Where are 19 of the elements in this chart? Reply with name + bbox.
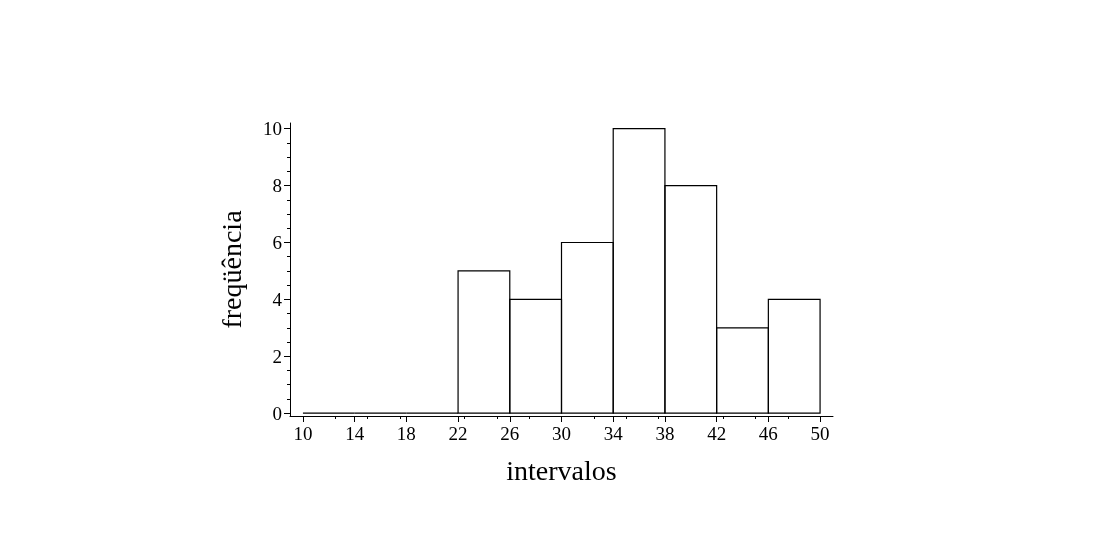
x-tick-label: 42: [707, 423, 727, 444]
x-tick-label: 30: [552, 423, 571, 444]
x-tick-label: 38: [655, 423, 675, 444]
x-tick-label: 46: [758, 423, 778, 444]
x-tick-label: 50: [810, 423, 830, 444]
x-tick-label: 26: [500, 423, 520, 444]
y-tick-label: 10: [263, 118, 282, 140]
y-tick-label: 4: [272, 288, 283, 310]
y-tick-label: 2: [272, 345, 282, 367]
y-axis-title: freqüência: [215, 209, 247, 329]
x-tick-label: 10: [293, 423, 313, 444]
y-tick-label: 8: [272, 175, 282, 197]
x-tick-label: 18: [396, 423, 416, 444]
x-tick-label: 34: [603, 423, 624, 444]
x-tick-label: 14: [345, 423, 365, 444]
y-tick-label: 0: [272, 402, 282, 424]
y-tick-label: 6: [272, 231, 282, 253]
x-tick-label: 22: [448, 423, 468, 444]
x-axis-title: intervalos: [506, 454, 617, 486]
